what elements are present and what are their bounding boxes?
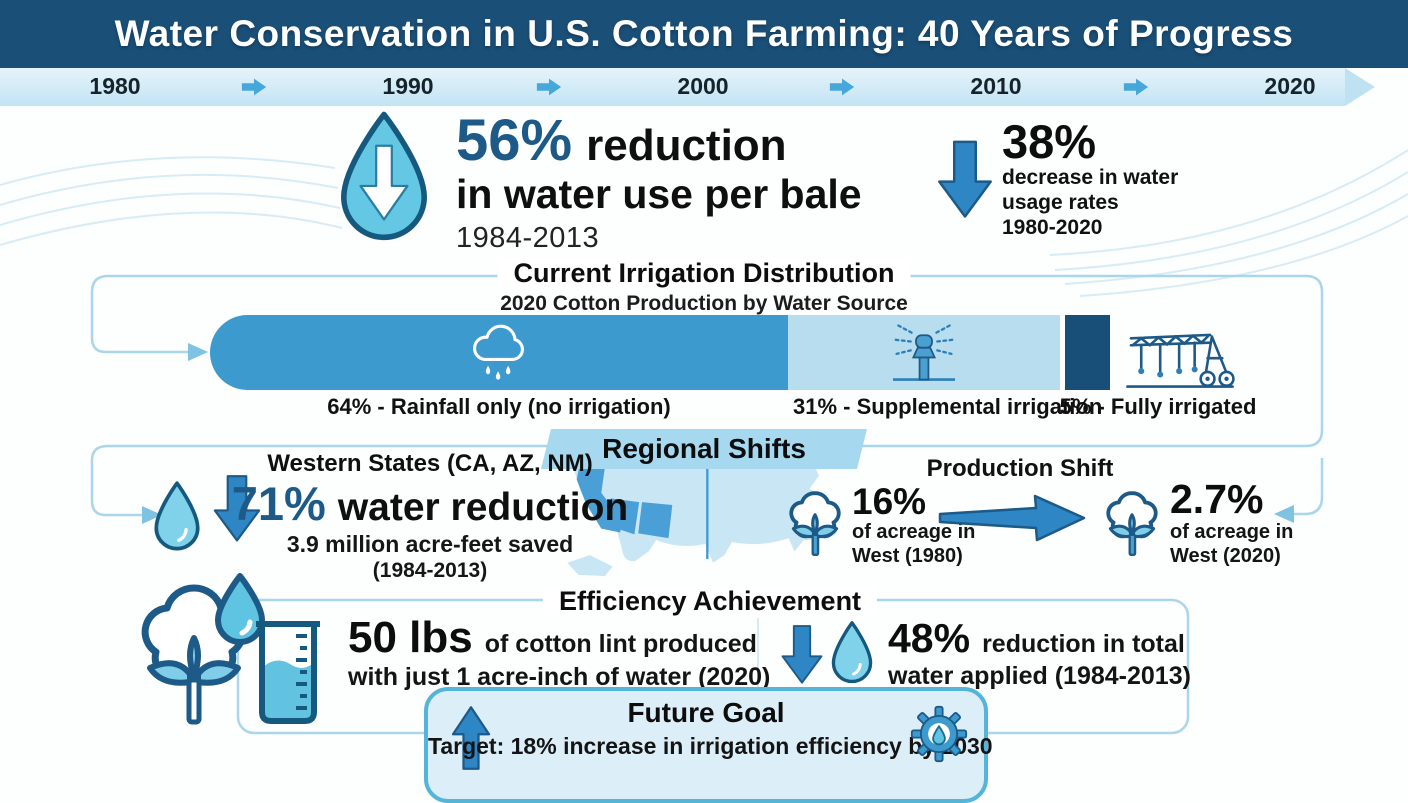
water-drop-icon	[831, 621, 873, 684]
target-value: 18%	[510, 733, 557, 759]
regional-section-title: Regional Shifts	[602, 433, 806, 464]
stat-line2: with just 1 acre-inch of water (2020)	[348, 663, 771, 691]
stat-line1: decrease in water	[1002, 166, 1179, 189]
bar-label-fully-irrigated: 5% - Fully irrigated	[1048, 394, 1268, 420]
cotton-boll-icon	[789, 491, 841, 556]
future-goal-target: Target: 18% increase in irrigation effic…	[428, 733, 993, 760]
bar-label-text: - Fully irrigated	[1091, 394, 1257, 419]
stat-value: 71%	[231, 477, 326, 530]
stat-value: 2.7%	[1170, 476, 1264, 522]
stat-line2: West (1980)	[852, 545, 963, 568]
bar-label-rainfall: 64% - Rainfall only (no irrigation)	[210, 394, 788, 420]
water-drop-down-arrow-icon	[341, 111, 427, 241]
bar-label-supplemental: 31% - Supplemental irrigation	[793, 394, 1102, 420]
stat-label: reduction in total	[982, 630, 1185, 658]
timeline: 1980 1990 2000 2010 2020	[0, 68, 1408, 106]
stat-value: 38%	[1002, 115, 1097, 168]
right-arrow-icon	[938, 494, 1086, 542]
timeline-arrow-icon	[241, 78, 267, 96]
timeline-year: 1980	[89, 73, 141, 99]
bar-label-text: - Rainfall only (no irrigation)	[371, 394, 671, 419]
divider	[757, 618, 759, 694]
timeline-year: 2010	[970, 73, 1022, 99]
timeline-band	[0, 68, 1345, 106]
timeline-year: 2000	[677, 73, 729, 99]
map-state-california	[576, 460, 623, 533]
water-drop-icon	[154, 481, 200, 551]
down-arrow-icon	[213, 475, 261, 542]
map-state-arizona	[610, 498, 640, 535]
stat-detail: 3.9 million acre-feet saved	[286, 531, 574, 557]
timeline-end-arrow-icon	[1345, 68, 1375, 106]
pivot-irrigation-icon	[1126, 333, 1235, 388]
stat-value: 16%	[852, 481, 927, 522]
stat-value: 50 lbs	[348, 613, 473, 662]
timeline-arrow-icon	[536, 78, 562, 96]
irrigation-section-title: Current Irrigation Distribution	[497, 258, 911, 289]
timeline-arrow-icon	[1123, 78, 1149, 96]
timeline-arrow-icon	[829, 78, 855, 96]
target-prefix: Target:	[428, 733, 511, 759]
stat-line1: of acreage in	[852, 521, 976, 543]
bar-label-text: - Supplemental irrigation	[837, 394, 1103, 419]
bar-segment-rainfall	[210, 315, 788, 390]
stat-value: 48%	[888, 615, 971, 661]
cotton-boll-icon	[1106, 491, 1158, 556]
connector-arrow-regional-right	[1274, 505, 1294, 523]
sprinkler-icon	[893, 323, 955, 381]
bar-segment-fully-irrigated	[1065, 315, 1110, 390]
stat-line2: water applied (1984-2013)	[888, 662, 1191, 690]
stat-acreage-1980: 16% of acreage in West (1980)	[852, 483, 975, 569]
map-state-new-mexico	[638, 502, 673, 539]
regional-shifts-banner: Regional Shifts	[541, 429, 867, 469]
stat-western-states: Western States (CA, AZ, NM) 71% water re…	[232, 450, 628, 583]
stat-value: 56%	[456, 108, 573, 173]
down-arrow-icon	[781, 625, 823, 684]
gear-water-drop-icon	[910, 705, 968, 763]
bar-label-value: 64%	[327, 394, 372, 419]
stat-line1: of acreage in	[1170, 521, 1294, 543]
stat-period: 1984-2013	[456, 222, 600, 255]
stat-line2: usage rates	[1002, 191, 1119, 215]
irrigation-section-subtitle: 2020 Cotton Production by Water Source	[500, 292, 908, 315]
background-waves	[0, 149, 1408, 297]
header-bar: Water Conservation in U.S. Cotton Farmin…	[0, 0, 1408, 68]
timeline-year: 2020	[1264, 73, 1316, 99]
down-arrow-icon	[938, 140, 992, 218]
stat-acreage-2020: 2.7% of acreage in West (2020)	[1170, 479, 1293, 569]
connector-arrow-regional-left	[142, 506, 162, 524]
future-goal-title: Future Goal	[627, 697, 785, 728]
western-states-heading: Western States (CA, AZ, NM)	[267, 450, 593, 477]
stat-period: (1984-2013)	[372, 559, 488, 582]
bar-label-value: 31%	[793, 394, 838, 419]
us-map	[567, 439, 838, 576]
stat-cotton-lint: 50 lbs of cotton lint produced with just…	[348, 616, 770, 692]
stat-water-per-bale: 56% reduction in water use per bale 1984…	[456, 112, 862, 255]
cloud-rain-icon	[473, 324, 524, 380]
connector-arrow-irrigation	[188, 343, 208, 361]
stat-label: of cotton lint produced	[484, 630, 757, 658]
production-shift-heading: Production Shift	[926, 455, 1114, 482]
efficiency-section-title: Efficiency Achievement	[542, 586, 878, 617]
bar-label-value: 5%	[1059, 394, 1092, 419]
future-goal-panel: Future Goal Target: 18% increase in irri…	[424, 687, 993, 803]
stat-label: water reduction	[337, 486, 629, 529]
stat-word: reduction	[586, 121, 787, 170]
map-alaska	[567, 555, 613, 576]
timeline-year: 1990	[382, 73, 434, 99]
stat-line2: West (2020)	[1170, 545, 1281, 568]
stat-water-applied: 48% reduction in total water applied (19…	[888, 618, 1191, 691]
irrigation-stacked-bar	[210, 315, 1110, 390]
bar-segment-supplemental	[788, 315, 1060, 390]
stat-period: 1980-2020	[1002, 216, 1103, 240]
stat-line2: in water use per bale	[456, 171, 862, 217]
page-title: Water Conservation in U.S. Cotton Farmin…	[114, 13, 1294, 54]
cotton-drop-beaker-icon	[141, 573, 320, 725]
stat-usage-rates: 38% decrease in water usage rates 1980-2…	[1002, 118, 1178, 240]
